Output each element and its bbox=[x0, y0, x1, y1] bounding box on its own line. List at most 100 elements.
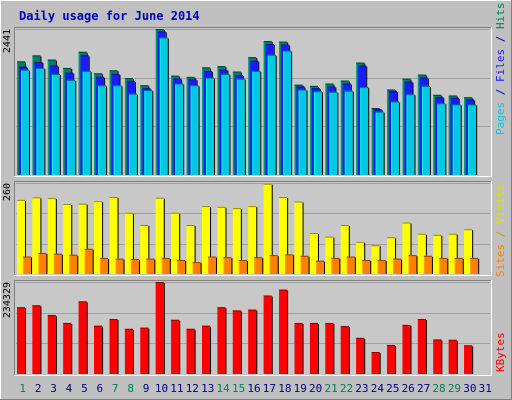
x-day-label-22: 22 bbox=[340, 382, 353, 395]
bar-visits-day-26 bbox=[402, 222, 412, 274]
bar-top bbox=[186, 225, 195, 226]
bar-highlight bbox=[263, 183, 265, 274]
bar-highlight bbox=[419, 77, 421, 175]
bar-body bbox=[248, 206, 257, 274]
bar-top bbox=[294, 201, 303, 203]
bar-shadow bbox=[138, 259, 140, 274]
bar-pages-day-22 bbox=[344, 90, 354, 175]
bar-highlight bbox=[236, 78, 238, 175]
bar-highlight bbox=[217, 66, 219, 175]
bar-sites-day-20 bbox=[315, 260, 325, 274]
bar-highlight bbox=[329, 91, 331, 175]
bar-body bbox=[159, 37, 168, 176]
bar-top bbox=[470, 257, 479, 259]
bar-body bbox=[202, 206, 211, 274]
bar-top bbox=[115, 258, 124, 260]
bar-highlight bbox=[111, 73, 113, 175]
bar-shadow bbox=[262, 258, 264, 274]
bar-shadow bbox=[55, 316, 57, 374]
bar-kbytes-day-14 bbox=[217, 307, 227, 374]
bar-shadow bbox=[61, 254, 63, 274]
x-day-label-2: 2 bbox=[35, 382, 42, 395]
bar-highlight bbox=[404, 81, 406, 175]
bar-top bbox=[202, 206, 211, 208]
bar-body bbox=[177, 260, 186, 274]
bar-top bbox=[283, 50, 292, 52]
bar-body bbox=[140, 327, 149, 374]
bar-pages-day-4 bbox=[67, 79, 77, 175]
bar-highlight bbox=[313, 91, 315, 175]
bar-shadow bbox=[44, 68, 46, 175]
bar-top bbox=[171, 319, 180, 321]
bar-shadow bbox=[333, 323, 335, 374]
bar-body bbox=[325, 322, 334, 374]
bar-top bbox=[155, 197, 164, 199]
bar-shadow bbox=[152, 91, 154, 175]
bar-top bbox=[433, 234, 442, 236]
bar-visits-day-2 bbox=[32, 197, 42, 274]
bar-pages-day-8 bbox=[128, 93, 138, 175]
bar-highlight bbox=[250, 60, 252, 175]
bar-shadow bbox=[271, 296, 273, 374]
bar-kbytes-day-20 bbox=[309, 322, 319, 374]
bar-body bbox=[17, 307, 25, 374]
bar-body bbox=[313, 91, 322, 175]
bar-shadow bbox=[317, 234, 319, 274]
bar-sites-day-17 bbox=[269, 255, 279, 274]
bar-top bbox=[155, 29, 164, 30]
bar-body bbox=[423, 255, 432, 274]
bar-shadow bbox=[431, 256, 433, 274]
bar-body bbox=[417, 319, 426, 374]
bar-highlight bbox=[124, 212, 126, 274]
bar-body bbox=[468, 104, 477, 175]
bar-shadow bbox=[179, 213, 181, 274]
bar-pages-day-1 bbox=[21, 69, 30, 175]
bar-kbytes-day-1 bbox=[17, 307, 26, 374]
bar-top bbox=[327, 86, 336, 88]
bar-top bbox=[17, 199, 25, 201]
bar-visits-day-19 bbox=[294, 201, 304, 274]
bar-top bbox=[300, 255, 309, 257]
x-day-label-26: 26 bbox=[402, 382, 415, 395]
bar-top bbox=[263, 41, 272, 43]
bar-top bbox=[267, 54, 276, 56]
bar-visits-day-9 bbox=[140, 225, 150, 274]
bar-highlight bbox=[232, 310, 234, 374]
bar-shadow bbox=[370, 261, 372, 274]
bar-top bbox=[344, 90, 353, 92]
bar-top bbox=[236, 78, 245, 80]
bar-shadow bbox=[246, 261, 248, 274]
bar-shadow bbox=[117, 198, 119, 274]
bar-highlight bbox=[254, 257, 256, 274]
bar-highlight bbox=[65, 72, 67, 175]
bar-top bbox=[140, 85, 149, 87]
bar-highlight bbox=[109, 70, 111, 175]
bar-top bbox=[130, 258, 139, 260]
bar-top bbox=[419, 77, 428, 79]
bar-highlight bbox=[21, 69, 22, 175]
bar-visits-day-1 bbox=[17, 199, 26, 274]
bar-sites-day-12 bbox=[192, 262, 202, 274]
bar-highlight bbox=[452, 104, 454, 175]
bar-highlight bbox=[448, 233, 450, 274]
bar-body bbox=[285, 254, 294, 274]
bar-body bbox=[329, 91, 338, 175]
bar-highlight bbox=[248, 206, 250, 274]
bar-shadow bbox=[185, 261, 187, 274]
bar-highlight bbox=[94, 201, 96, 274]
bar-highlight bbox=[155, 29, 157, 175]
bar-highlight bbox=[159, 37, 161, 176]
bar-body bbox=[356, 241, 365, 274]
bar-top bbox=[450, 97, 459, 99]
bar-shadow bbox=[293, 255, 295, 274]
bar-body bbox=[300, 255, 309, 274]
bar-body bbox=[279, 289, 288, 374]
bar-shadow bbox=[410, 223, 412, 274]
bar-shadow bbox=[194, 226, 196, 274]
bar-body bbox=[192, 262, 201, 274]
bar-sites-day-29 bbox=[454, 257, 464, 274]
bar-highlight bbox=[78, 203, 80, 274]
bar-visits-day-3 bbox=[47, 198, 57, 274]
bar-shadow bbox=[383, 112, 385, 175]
